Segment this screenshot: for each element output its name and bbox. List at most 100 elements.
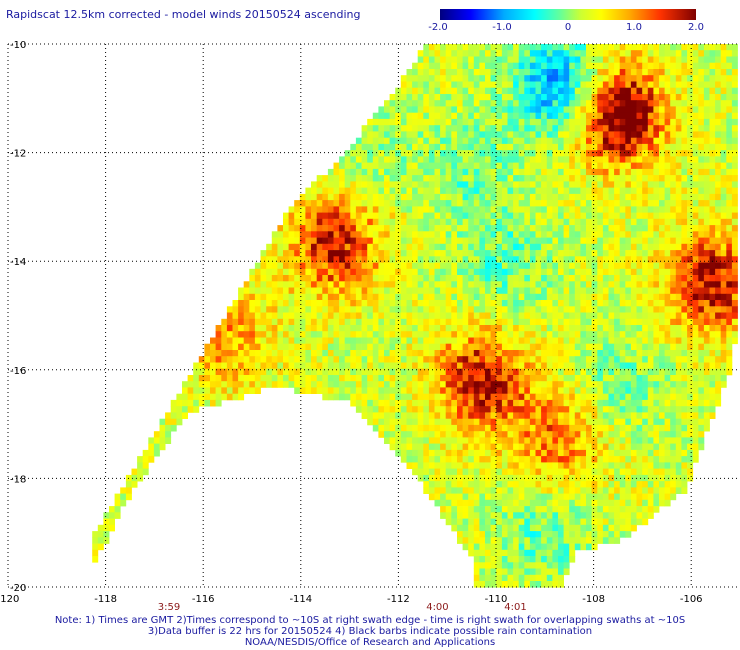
swath-cell: [558, 293, 564, 301]
swath-cell: [558, 375, 564, 382]
swath-cell: [507, 325, 514, 332]
swath-cell: [473, 275, 480, 282]
swath-cell: [440, 375, 447, 382]
swath-cell: [462, 293, 469, 301]
swath-cell: [580, 218, 587, 226]
swath-cell: [529, 87, 536, 95]
swath-cell: [692, 156, 699, 163]
swath-cell: [569, 424, 576, 432]
swath-cell: [513, 206, 520, 213]
swath-cell: [305, 306, 312, 313]
swath-cell: [563, 250, 570, 257]
swath-cell: [451, 281, 458, 288]
swath-cell: [529, 300, 536, 307]
swath-cell: [327, 281, 334, 288]
swath-cell: [316, 212, 323, 220]
swath-cell: [457, 118, 463, 126]
swath-cell: [608, 87, 615, 95]
swath-cell: [558, 250, 564, 257]
swath-cell: [361, 193, 368, 201]
swath-cell: [563, 100, 570, 107]
swath-cell: [619, 424, 626, 432]
swath-cell: [518, 81, 525, 89]
swath-cell: [355, 212, 362, 220]
swath-cell: [451, 412, 458, 419]
swath-cell: [428, 94, 435, 101]
swath-cell: [715, 69, 722, 76]
swath-cell: [384, 250, 390, 257]
swath-cell: [731, 287, 738, 295]
swath-cell: [608, 225, 615, 232]
swath-cell: [423, 406, 430, 413]
swath-cell: [440, 50, 447, 57]
swath-cell: [619, 75, 626, 82]
swath-cell: [327, 331, 334, 338]
swath-cell: [451, 312, 458, 320]
swath-cell: [659, 137, 665, 145]
swath-cell: [232, 343, 239, 351]
swath-cell: [619, 281, 626, 288]
swath-cell: [513, 44, 520, 51]
swath-cell: [277, 256, 284, 263]
swath-cell: [591, 287, 598, 295]
swath-cell: [243, 281, 250, 288]
swath-cell: [574, 143, 581, 151]
swath-cell: [614, 375, 621, 382]
swath-cell: [395, 87, 402, 95]
swath-cell: [428, 243, 435, 251]
swath-cell: [642, 262, 649, 270]
swath-cell: [311, 306, 317, 313]
swath-cell: [260, 356, 267, 363]
swath-cell: [423, 75, 430, 82]
swath-cell: [361, 175, 368, 182]
swath-cell: [316, 243, 323, 251]
swath-cell: [574, 331, 581, 338]
swath-cell: [642, 212, 649, 220]
swath-cell: [681, 281, 688, 288]
swath-cell: [659, 256, 665, 263]
swath-cell: [238, 293, 245, 301]
swath-cell: [687, 100, 694, 107]
swath-cell: [406, 75, 413, 82]
swath-cell: [653, 131, 660, 138]
swath-cell: [558, 143, 564, 151]
swath-cell: [574, 218, 581, 226]
swath-cell: [412, 250, 419, 257]
swath-cell: [715, 331, 722, 338]
swath-cell: [490, 100, 497, 107]
swath-cell: [715, 137, 722, 145]
swath-cell: [659, 56, 665, 64]
swath-cell: [535, 431, 542, 438]
swath-cell: [692, 312, 699, 320]
swath-cell: [731, 231, 738, 238]
swath-cell: [608, 256, 615, 263]
swath-cell: [529, 231, 536, 238]
swath-cell: [507, 306, 514, 313]
swath-cell: [311, 218, 317, 226]
swath-cell: [574, 256, 581, 263]
swath-cell: [501, 437, 508, 444]
swath-cell: [283, 250, 289, 257]
swath-cell: [552, 44, 559, 51]
swath-cell: [619, 337, 626, 345]
swath-cell: [552, 387, 559, 394]
swath-cell: [602, 69, 609, 76]
swath-cell: [406, 212, 413, 220]
swath-cell: [473, 137, 480, 145]
swath-cell: [670, 143, 677, 151]
swath-cell: [266, 293, 273, 301]
swath-cell: [687, 406, 694, 413]
swath-cell: [619, 212, 626, 220]
swath-cell: [563, 368, 570, 376]
swath-cell: [322, 187, 329, 195]
swath-cell: [518, 375, 525, 382]
swath-cell: [535, 106, 542, 113]
swath-cell: [496, 75, 503, 82]
swath-cell: [529, 399, 536, 407]
swath-cell: [518, 306, 525, 313]
swath-cell: [490, 331, 497, 338]
swath-cell: [384, 287, 390, 295]
swath-cell: [614, 87, 621, 95]
swath-cell: [563, 293, 570, 301]
swath-cell: [462, 443, 469, 451]
